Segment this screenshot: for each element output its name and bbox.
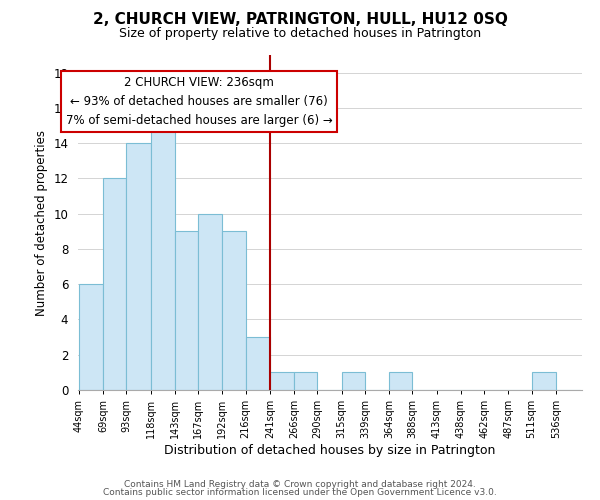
Bar [389,372,412,390]
Bar [223,232,245,390]
Text: Contains public sector information licensed under the Open Government Licence v3: Contains public sector information licen… [103,488,497,497]
Bar [175,232,198,390]
Text: Size of property relative to detached houses in Patrington: Size of property relative to detached ho… [119,28,481,40]
Text: Contains HM Land Registry data © Crown copyright and database right 2024.: Contains HM Land Registry data © Crown c… [124,480,476,489]
Bar [532,372,556,390]
Bar [151,126,175,390]
Bar [270,372,294,390]
Bar [341,372,365,390]
Text: 2 CHURCH VIEW: 236sqm
← 93% of detached houses are smaller (76)
7% of semi-detac: 2 CHURCH VIEW: 236sqm ← 93% of detached … [66,76,332,127]
Bar [79,284,103,390]
Bar [127,143,151,390]
Text: 2, CHURCH VIEW, PATRINGTON, HULL, HU12 0SQ: 2, CHURCH VIEW, PATRINGTON, HULL, HU12 0… [92,12,508,28]
Bar [198,214,223,390]
Bar [103,178,127,390]
Bar [245,337,270,390]
X-axis label: Distribution of detached houses by size in Patrington: Distribution of detached houses by size … [164,444,496,457]
Y-axis label: Number of detached properties: Number of detached properties [35,130,48,316]
Bar [294,372,317,390]
